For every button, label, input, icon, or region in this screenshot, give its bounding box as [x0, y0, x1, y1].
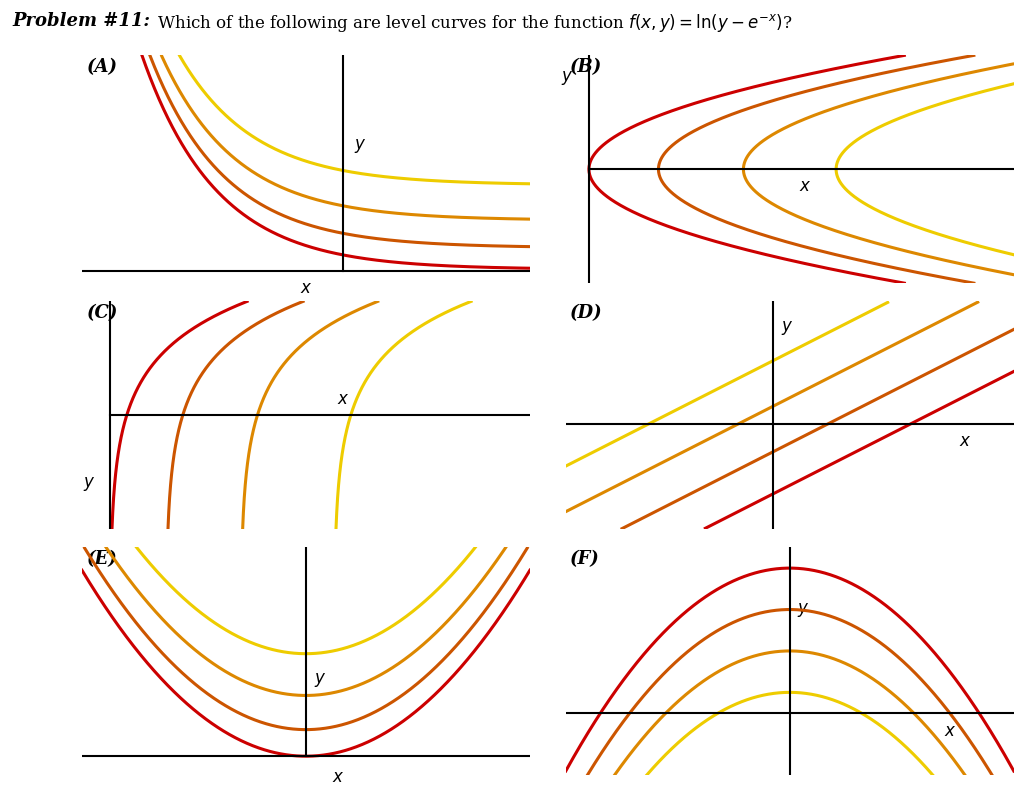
Text: Problem #11:: Problem #11:	[12, 12, 151, 30]
Text: $x$: $x$	[337, 391, 349, 407]
Text: $y$: $y$	[561, 69, 573, 87]
Text: $x$: $x$	[959, 433, 972, 450]
Text: (B): (B)	[570, 58, 602, 76]
Text: $y$: $y$	[798, 600, 810, 619]
Text: (A): (A)	[86, 58, 118, 76]
Text: $x$: $x$	[943, 724, 956, 740]
Text: $y$: $y$	[84, 475, 96, 493]
Text: $y$: $y$	[313, 672, 326, 689]
Text: (F): (F)	[570, 550, 600, 568]
Text: $x$: $x$	[332, 770, 344, 786]
Text: (C): (C)	[86, 304, 118, 322]
Text: $x$: $x$	[300, 280, 312, 297]
Text: $y$: $y$	[354, 137, 367, 155]
Text: $x$: $x$	[799, 179, 811, 195]
Text: (D): (D)	[570, 304, 603, 322]
Text: $y$: $y$	[780, 319, 794, 337]
Text: Which of the following are level curves for the function $f(x, y) = \ln(y - e^{-: Which of the following are level curves …	[152, 12, 793, 34]
Text: (E): (E)	[86, 550, 117, 568]
